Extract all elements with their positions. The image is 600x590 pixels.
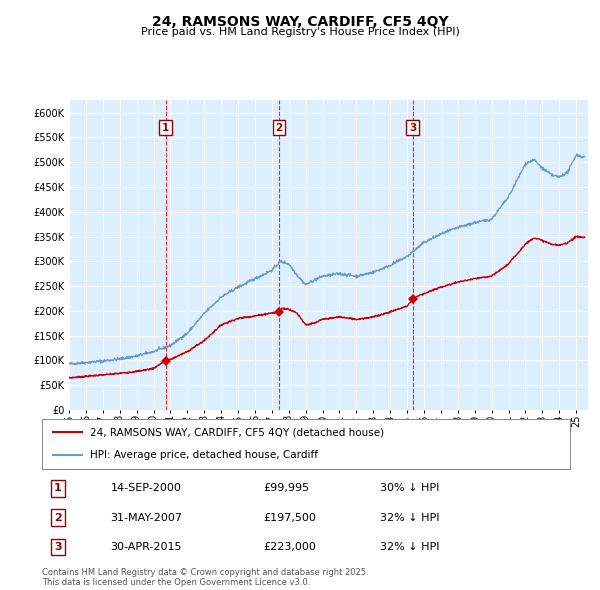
Text: 3: 3 [409,123,416,133]
Text: 2: 2 [54,513,62,523]
Text: 24, RAMSONS WAY, CARDIFF, CF5 4QY: 24, RAMSONS WAY, CARDIFF, CF5 4QY [152,15,448,29]
Text: 14-SEP-2000: 14-SEP-2000 [110,483,182,493]
Text: 32% ↓ HPI: 32% ↓ HPI [380,542,439,552]
Text: 2: 2 [275,123,283,133]
Text: 1: 1 [54,483,62,493]
Text: £197,500: £197,500 [264,513,317,523]
Text: 24, RAMSONS WAY, CARDIFF, CF5 4QY (detached house): 24, RAMSONS WAY, CARDIFF, CF5 4QY (detac… [89,427,383,437]
Text: 1: 1 [162,123,169,133]
Text: HPI: Average price, detached house, Cardiff: HPI: Average price, detached house, Card… [89,450,317,460]
Text: 30% ↓ HPI: 30% ↓ HPI [380,483,439,493]
Text: 3: 3 [54,542,62,552]
Text: Price paid vs. HM Land Registry's House Price Index (HPI): Price paid vs. HM Land Registry's House … [140,27,460,37]
Text: 32% ↓ HPI: 32% ↓ HPI [380,513,439,523]
Text: £99,995: £99,995 [264,483,310,493]
Text: Contains HM Land Registry data © Crown copyright and database right 2025.
This d: Contains HM Land Registry data © Crown c… [42,568,368,587]
Text: £223,000: £223,000 [264,542,317,552]
Text: 30-APR-2015: 30-APR-2015 [110,542,182,552]
Text: 31-MAY-2007: 31-MAY-2007 [110,513,182,523]
